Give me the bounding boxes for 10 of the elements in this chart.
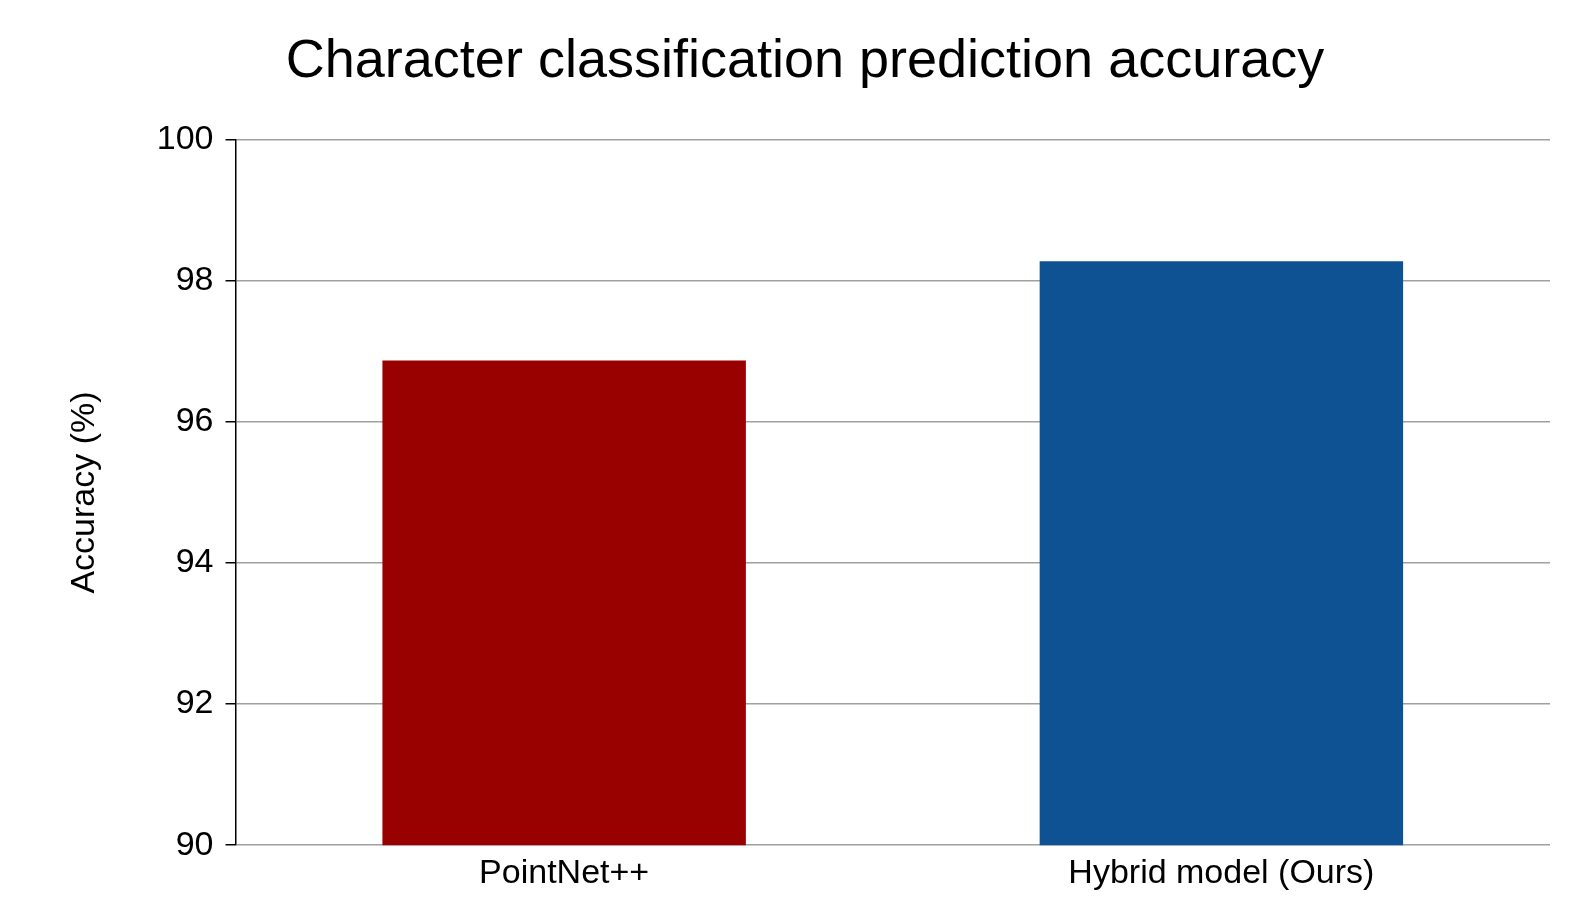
chart-title: Character classification prediction accuracy (285, 28, 1325, 89)
y-tick-label: 96 (175, 400, 214, 439)
y-tick-label: 90 (175, 823, 214, 862)
y-axis-title: Accuracy (%) (62, 391, 101, 594)
y-tick-label: 92 (175, 682, 214, 721)
y-tick-label: 98 (175, 259, 214, 298)
x-tick-label: PointNet++ (479, 851, 650, 890)
y-tick-label: 100 (156, 118, 214, 157)
x-tick-label: Hybrid model (Ours) (1068, 851, 1375, 890)
y-tick-label: 94 (175, 541, 214, 580)
